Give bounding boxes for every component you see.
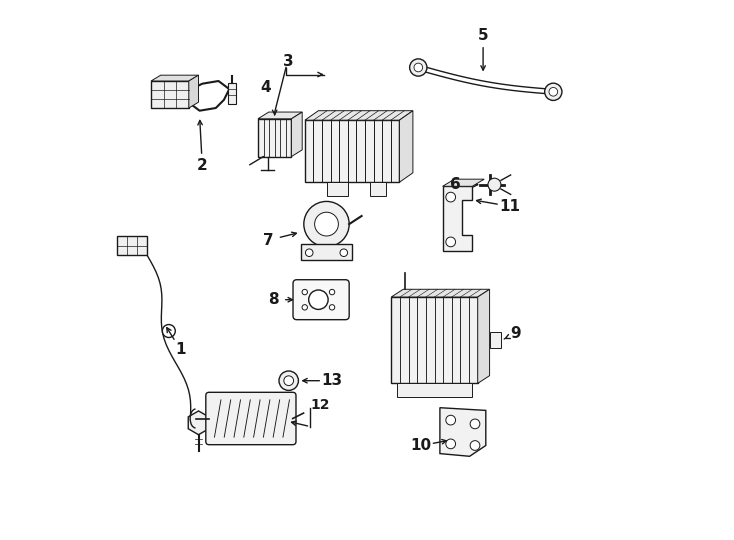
Circle shape bbox=[302, 289, 308, 295]
Polygon shape bbox=[391, 289, 490, 297]
Circle shape bbox=[410, 59, 427, 76]
FancyBboxPatch shape bbox=[206, 392, 296, 445]
Text: 12: 12 bbox=[310, 398, 330, 412]
Circle shape bbox=[414, 63, 423, 72]
Circle shape bbox=[330, 305, 335, 310]
Circle shape bbox=[304, 201, 349, 247]
Circle shape bbox=[446, 439, 456, 449]
Text: 2: 2 bbox=[197, 158, 208, 173]
Circle shape bbox=[315, 212, 338, 236]
Bar bbox=[258, 119, 291, 157]
Bar bbox=[327, 183, 348, 195]
Circle shape bbox=[340, 249, 348, 256]
Text: 1: 1 bbox=[175, 342, 186, 357]
Circle shape bbox=[488, 178, 501, 191]
Text: 6: 6 bbox=[450, 177, 460, 192]
Polygon shape bbox=[258, 112, 302, 119]
Polygon shape bbox=[399, 111, 413, 183]
Text: 11: 11 bbox=[499, 199, 520, 214]
Circle shape bbox=[470, 419, 480, 429]
Circle shape bbox=[309, 290, 328, 309]
Bar bbox=[490, 332, 501, 348]
Polygon shape bbox=[305, 111, 413, 120]
Bar bbox=[117, 236, 148, 255]
Circle shape bbox=[446, 192, 456, 202]
Circle shape bbox=[305, 249, 313, 256]
Polygon shape bbox=[443, 186, 472, 251]
Polygon shape bbox=[151, 75, 198, 81]
Bar bbox=[305, 120, 399, 183]
FancyBboxPatch shape bbox=[293, 280, 349, 320]
Polygon shape bbox=[478, 289, 490, 383]
Polygon shape bbox=[291, 112, 302, 157]
Bar bbox=[396, 383, 472, 397]
Text: 3: 3 bbox=[283, 53, 294, 69]
Circle shape bbox=[330, 289, 335, 295]
Text: 9: 9 bbox=[510, 326, 521, 341]
Polygon shape bbox=[443, 179, 484, 186]
Text: 7: 7 bbox=[263, 233, 274, 248]
Polygon shape bbox=[189, 75, 198, 108]
Circle shape bbox=[545, 83, 562, 100]
Circle shape bbox=[284, 376, 294, 386]
Circle shape bbox=[446, 415, 456, 425]
Circle shape bbox=[279, 371, 299, 390]
Polygon shape bbox=[440, 408, 486, 456]
Circle shape bbox=[162, 325, 175, 338]
Bar bbox=[301, 244, 352, 260]
Text: 8: 8 bbox=[268, 292, 278, 307]
Bar bbox=[151, 81, 189, 108]
Bar bbox=[391, 297, 478, 383]
Text: 5: 5 bbox=[478, 28, 488, 43]
Bar bbox=[370, 183, 386, 195]
Text: 10: 10 bbox=[410, 438, 432, 453]
Circle shape bbox=[470, 441, 480, 450]
Polygon shape bbox=[188, 411, 208, 435]
Circle shape bbox=[302, 305, 308, 310]
Circle shape bbox=[549, 87, 558, 96]
Bar bbox=[228, 83, 236, 104]
Text: 13: 13 bbox=[321, 373, 343, 388]
Text: 4: 4 bbox=[261, 80, 272, 95]
Circle shape bbox=[446, 237, 456, 247]
